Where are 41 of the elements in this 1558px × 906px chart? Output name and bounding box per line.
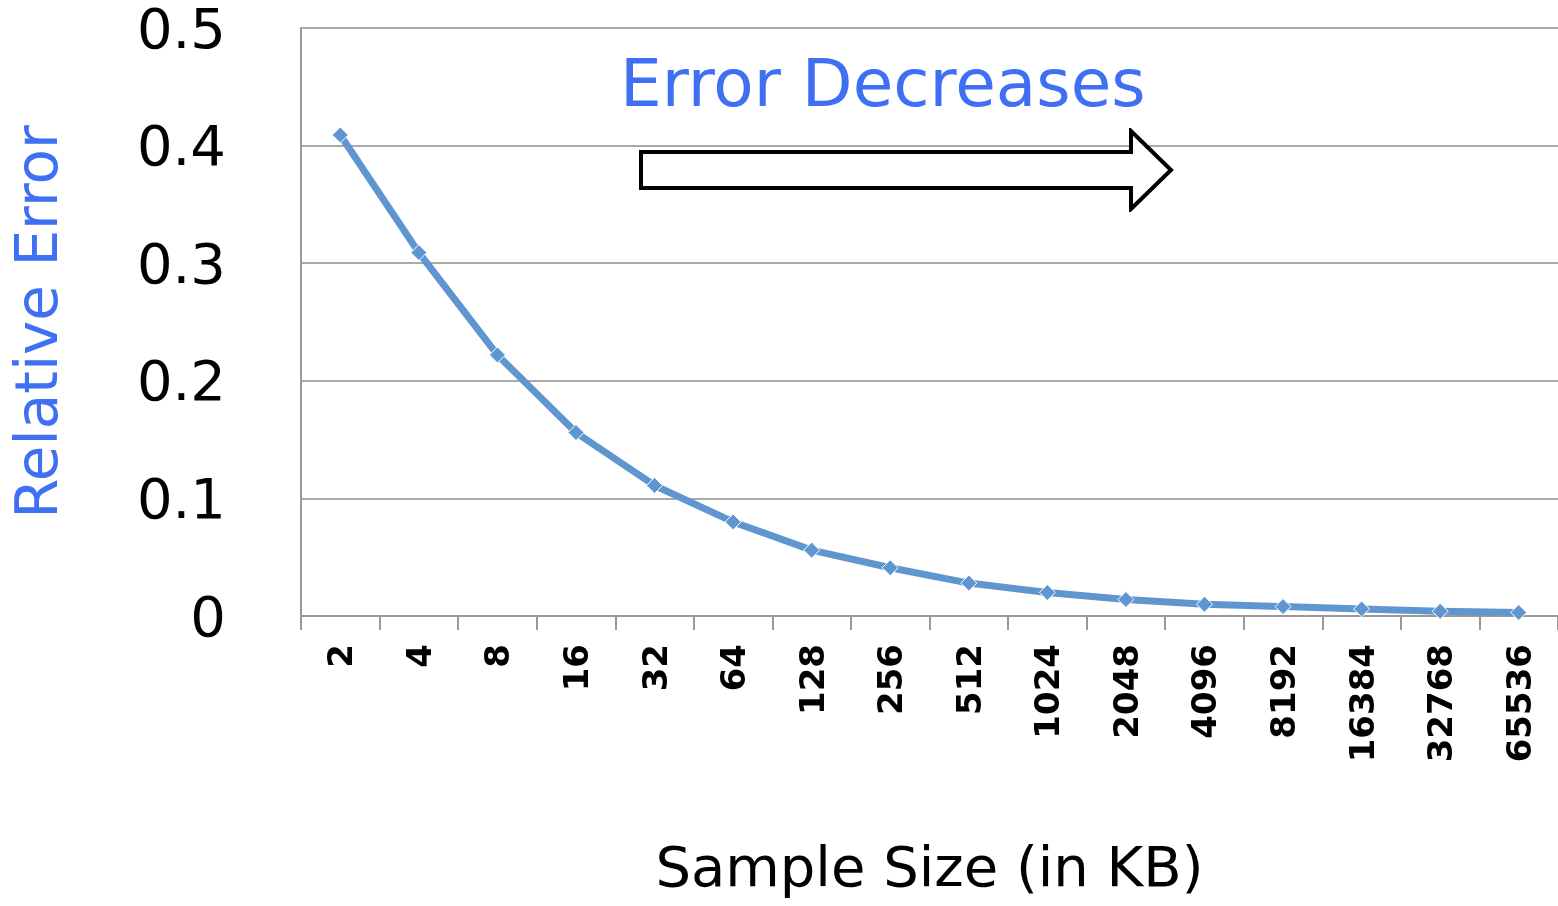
y-tick-label: 0.3 (136, 230, 226, 296)
point (331, 126, 349, 144)
y-tick-label: 0.4 (136, 113, 226, 179)
x-tick-label: 32768 (1420, 644, 1461, 763)
x-tick-label: 16384 (1341, 644, 1382, 763)
x-tick-label: 512 (948, 644, 989, 715)
point (1353, 600, 1371, 618)
x-tick-label: 4 (398, 644, 439, 668)
point (881, 559, 899, 577)
x-axis-title: Sample Size (in KB) (655, 833, 1204, 899)
point (724, 513, 742, 531)
y-tick-label: 0 (190, 583, 226, 649)
point (1038, 583, 1056, 601)
x-tick-label: 32 (634, 644, 675, 692)
x-tick-label: 4096 (1184, 644, 1225, 739)
y-tick-label: 0.5 (136, 0, 226, 61)
point (567, 424, 585, 442)
point (960, 574, 978, 592)
point (488, 346, 506, 364)
point (803, 541, 821, 559)
x-tick-label: 8192 (1263, 644, 1304, 739)
annotation: Error Decreases (620, 44, 1146, 122)
x-tick-label: 64 (713, 644, 754, 692)
x-tick-label: 2048 (1105, 644, 1146, 739)
x-tick-label: 2 (320, 644, 361, 668)
x-tick-label: 8 (477, 644, 518, 668)
point (1431, 602, 1449, 620)
x-tick-label: 65536 (1498, 644, 1539, 763)
point (1274, 598, 1292, 616)
x-tick-label: 256 (870, 644, 911, 715)
x-tick-label: 16 (555, 644, 596, 692)
point (1195, 595, 1213, 613)
point (1117, 591, 1135, 609)
y-tick-label: 0.2 (136, 348, 226, 414)
y-axis-title: Relative Error (3, 125, 71, 519)
point (410, 244, 428, 262)
point (646, 476, 664, 494)
point (1510, 603, 1528, 621)
x-tick-label: 1024 (1027, 644, 1068, 739)
x-tick-label: 128 (791, 644, 832, 715)
y-tick-label: 0.1 (136, 465, 226, 531)
